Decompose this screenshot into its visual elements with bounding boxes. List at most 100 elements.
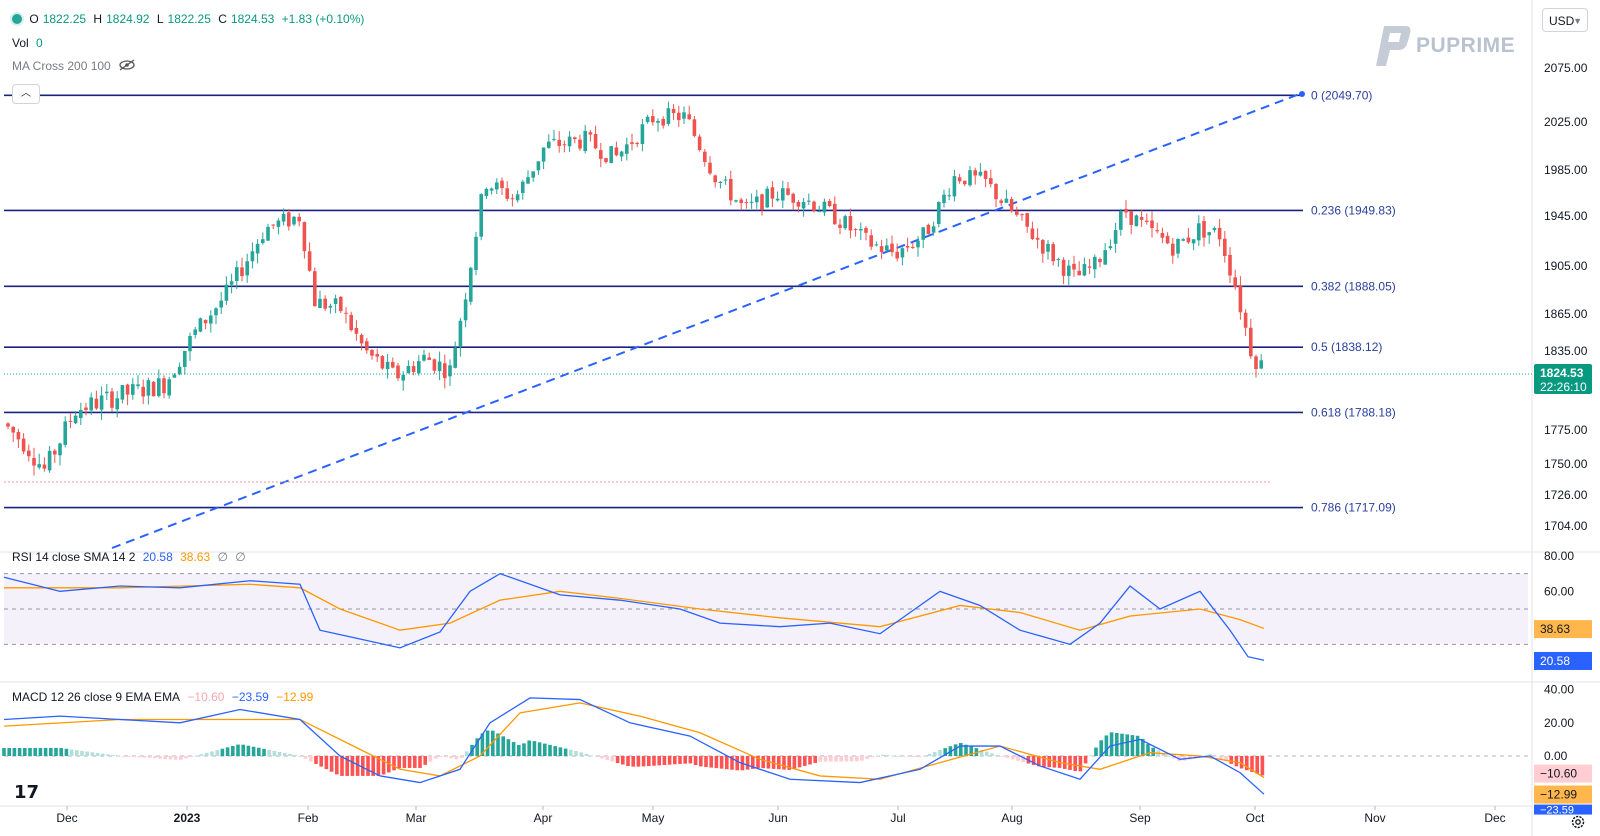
candle-body	[1243, 312, 1248, 328]
candle-body	[952, 176, 957, 197]
macd-histogram-bar	[303, 756, 308, 759]
ma-cross-legend[interactable]: MA Cross 200 100	[12, 59, 136, 73]
candle-body	[614, 147, 619, 156]
macd-histogram-bar	[168, 756, 173, 760]
macd-histogram-bar	[953, 744, 958, 756]
eye-off-icon[interactable]	[118, 59, 136, 71]
candle-body	[968, 170, 972, 186]
macd-histogram-bar	[969, 746, 973, 756]
candle-body	[635, 142, 639, 145]
macd-histogram-bar	[527, 740, 531, 756]
macd-histogram-bar	[579, 752, 583, 756]
gear-icon[interactable]	[1570, 814, 1586, 830]
macd-histogram-bar	[860, 756, 864, 761]
candle-body	[593, 133, 598, 149]
candle-body	[1212, 227, 1217, 231]
candle-body	[1124, 208, 1128, 213]
time-axis-label: Apr	[534, 811, 553, 825]
time-axis-label: Nov	[1364, 811, 1385, 825]
macd-histogram-bar	[454, 756, 459, 760]
macd-histogram-bar	[147, 756, 152, 758]
macd-histogram-bar	[886, 755, 890, 757]
macd-tag-label: −23.59	[1540, 805, 1574, 817]
candle-body	[879, 246, 884, 252]
candle-body	[1228, 254, 1232, 276]
candle-body	[1108, 246, 1113, 249]
macd-legend[interactable]: MACD 12 26 close 9 EMA EMA −10.60 −23.59…	[12, 690, 314, 704]
candle-body	[47, 450, 52, 471]
candle-body	[37, 464, 41, 468]
candle-body	[874, 244, 879, 246]
candle-body	[567, 136, 572, 147]
macd-histogram-bar	[933, 751, 937, 756]
candle-body	[302, 222, 307, 252]
candle-body	[765, 188, 769, 208]
macd-histogram-bar	[277, 751, 282, 756]
candle-body	[573, 137, 577, 140]
rsi-tick: 80.00	[1544, 549, 1574, 563]
candle-body	[235, 267, 239, 282]
macd-signal-tag-label: −12.99	[1540, 788, 1577, 802]
candle-body	[718, 181, 723, 184]
rsi-sma-line	[4, 583, 1265, 631]
macd-histogram-bar	[127, 756, 131, 757]
open-value: 1822.25	[42, 12, 87, 26]
macd-histogram-bar	[517, 744, 521, 756]
collapse-legend-button[interactable]: ︿	[12, 84, 40, 104]
candle-body	[599, 150, 603, 159]
candle-body	[172, 374, 177, 378]
candle-body	[484, 188, 489, 197]
candle-body	[365, 341, 369, 351]
candle-body	[281, 213, 286, 222]
time-axis-label: Dec	[1484, 811, 1505, 825]
puprime-logo-icon	[1376, 26, 1411, 66]
macd-histogram-bar	[511, 742, 516, 756]
macd-histogram-bar	[459, 756, 464, 758]
trend-line	[111, 92, 1303, 549]
candle-body	[869, 235, 873, 247]
candle-body	[983, 170, 988, 179]
time-axis-label: Mar	[406, 811, 427, 825]
candle-body	[370, 350, 374, 356]
candle-body	[848, 216, 853, 231]
macd-histogram-bar	[688, 756, 693, 764]
candle-body	[391, 362, 395, 368]
macd-histogram-bar	[808, 756, 812, 765]
candle-body	[1259, 360, 1263, 369]
candle-body	[859, 228, 863, 231]
candle-body	[692, 119, 697, 136]
candle-body	[1145, 220, 1149, 223]
volume-legend[interactable]: Vol 0	[12, 36, 43, 50]
candle-body	[609, 146, 613, 164]
macd-histogram-bar	[381, 756, 386, 775]
currency-select[interactable]: USD ▼	[1542, 8, 1588, 32]
candle-body	[219, 300, 223, 308]
candle-body	[63, 421, 67, 445]
macd-histogram-bar	[1125, 734, 1129, 756]
price-tick: 1726.00	[1544, 488, 1588, 502]
macd-histogram-bar	[33, 747, 37, 756]
candle-body	[853, 229, 858, 231]
candle-body	[1035, 237, 1040, 240]
macd-histogram-bar	[231, 745, 235, 756]
tradingview-logo[interactable]: 17	[14, 782, 40, 803]
macd-histogram-bar	[1141, 738, 1145, 756]
macd-histogram-bar	[423, 756, 427, 765]
macd-histogram-bar	[101, 753, 105, 756]
candle-body	[895, 251, 899, 259]
brand-logo: PUPRIME	[1372, 22, 1532, 72]
macd-histogram-bar	[1042, 756, 1046, 767]
high-value: 1824.92	[106, 12, 150, 26]
candle-body	[120, 385, 125, 400]
rsi-legend[interactable]: RSI 14 close SMA 14 2 20.58 38.63 ∅ ∅	[12, 550, 246, 564]
macd-histogram-bar	[667, 756, 672, 765]
candle-body	[1254, 356, 1258, 370]
macd-histogram-bar	[1016, 756, 1020, 761]
macd-histogram-bar	[896, 755, 901, 757]
candle-body	[42, 464, 47, 469]
macd-histogram-bar	[849, 756, 854, 762]
macd-histogram-bar	[288, 754, 292, 756]
candle-body	[1009, 199, 1014, 212]
candle-body	[864, 228, 868, 233]
